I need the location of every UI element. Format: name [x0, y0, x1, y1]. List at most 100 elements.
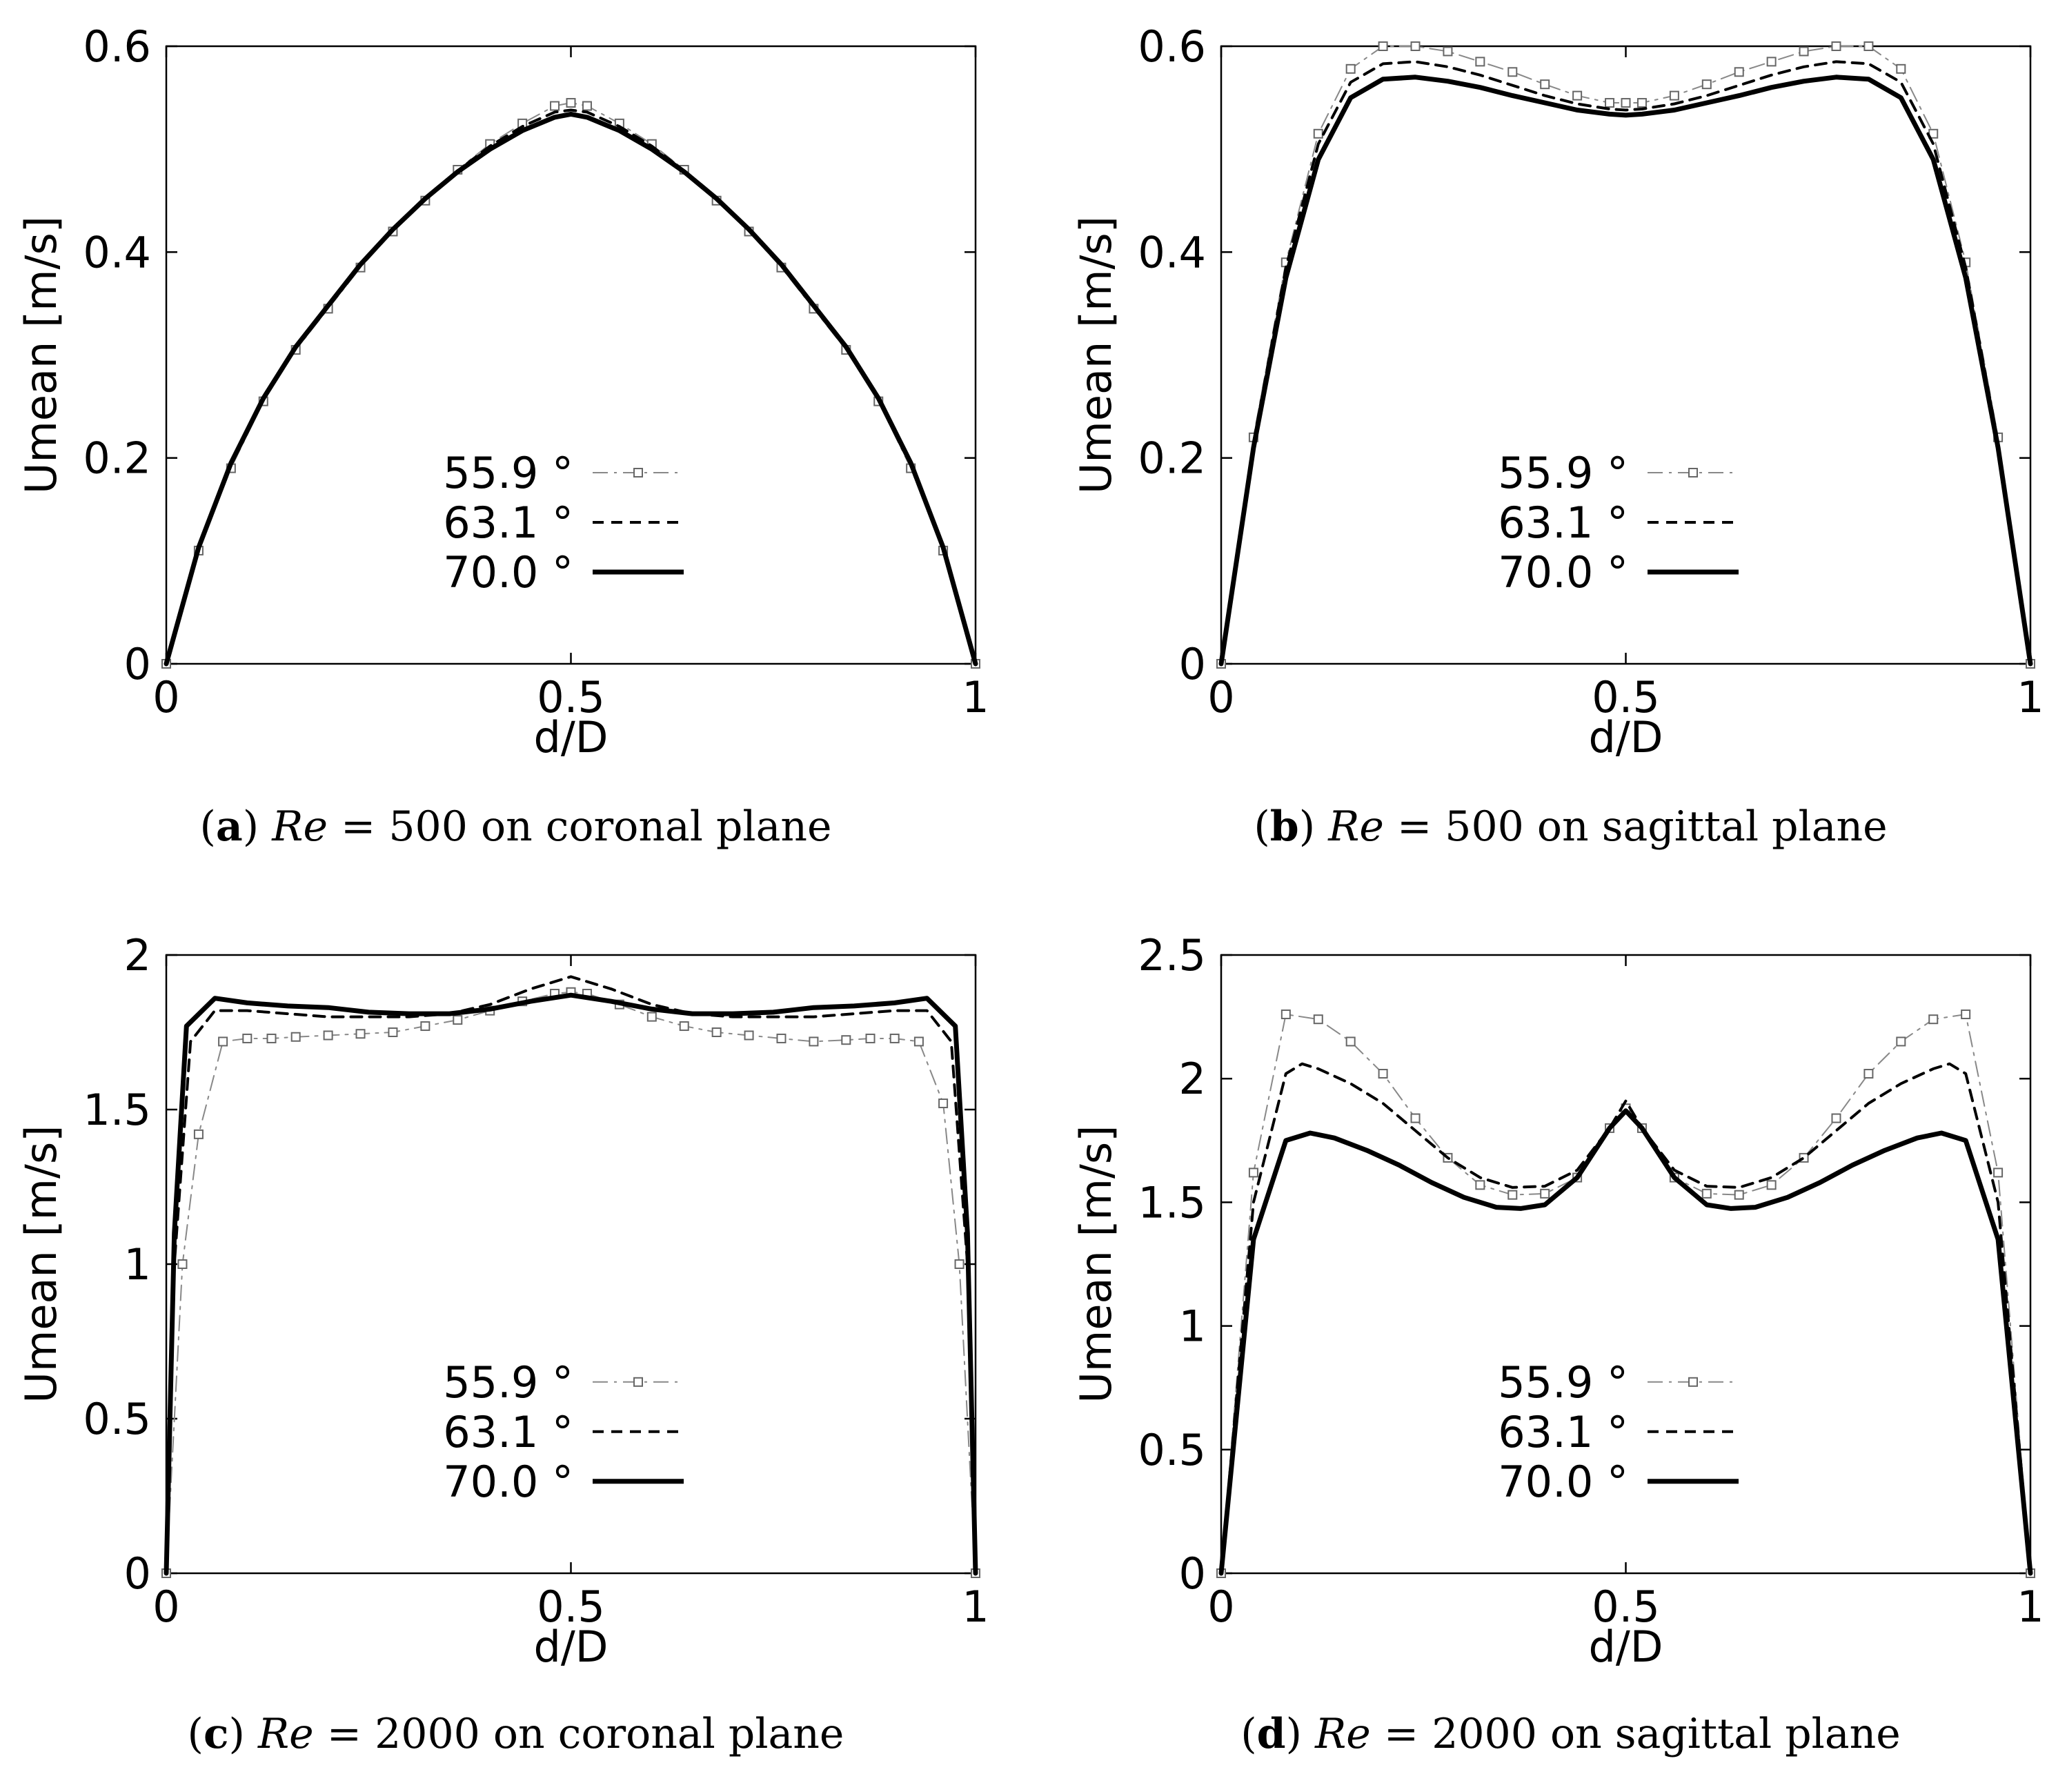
panel-caption: (d) Re = 2000 on sagittal plane — [1240, 1710, 1901, 1758]
y-tick-label: 0 — [124, 1548, 151, 1599]
data-point-marker — [1313, 128, 1323, 139]
caption-paren-close: ) — [243, 803, 272, 851]
chart-panel-b: 0 0.2 0.4 0.6 0 0.5 1 d/D Umean [m/s] 55.9 °63.1 … — [1071, 21, 2044, 851]
data-point-marker — [582, 101, 592, 111]
y-tick-label: 0 — [1179, 639, 1206, 689]
data-point-marker — [646, 1012, 657, 1022]
caption-re: Re — [271, 803, 328, 851]
chart-panel-d: 0 0.5 1 1.5 2 2.5 0 0.5 1 d/D Umean [m/s] 55.9 °63.… — [1071, 930, 2044, 1758]
caption-paren-open: ( — [1240, 1710, 1256, 1758]
legend-label: 70.0 ° — [1498, 1457, 1628, 1507]
y-tick-label: 0.2 — [83, 433, 151, 484]
data-point-marker — [1410, 1113, 1421, 1123]
legend-marker — [1688, 1377, 1698, 1387]
data-point-marker — [242, 1033, 253, 1043]
caption-rest: = 500 on sagittal plane — [1384, 803, 1888, 851]
x-axis-label: d/D — [534, 712, 609, 762]
y-axis-label: Umean [m/s] — [16, 216, 66, 494]
panel-caption: (a) Re = 500 on coronal plane — [199, 803, 831, 851]
chart-panel-c: 0 0.5 1 1.5 2 0 0.5 1 d/D Umean [m/s] 55.9 °63.1 °… — [16, 930, 989, 1758]
y-axis-label: Umean [m/s] — [16, 1125, 66, 1404]
x-tick-label: 0.5 — [1592, 1582, 1660, 1632]
data-point-marker — [290, 1032, 301, 1042]
y-tick-label: 1 — [1179, 1301, 1206, 1352]
legend-label: 70.0 ° — [1498, 547, 1628, 598]
data-point-marker — [1410, 41, 1421, 51]
data-point-marker — [1831, 41, 1841, 51]
legend-label: 70.0 ° — [443, 547, 573, 598]
x-axis-label: d/D — [1589, 712, 1663, 762]
x-tick-label: 1 — [962, 672, 989, 722]
data-point-marker — [1540, 1188, 1550, 1199]
caption-rest: = 500 on coronal plane — [328, 803, 832, 851]
y-tick-label: 0.5 — [1138, 1425, 1206, 1475]
data-point-marker — [1734, 67, 1744, 77]
legend-label: 63.1 ° — [443, 1407, 573, 1457]
data-point-marker — [1928, 1014, 1939, 1025]
x-tick-label: 0.5 — [537, 672, 605, 722]
data-point-marker — [679, 1021, 689, 1032]
data-point-marker — [1443, 46, 1453, 57]
y-tick-label: 0 — [124, 639, 151, 689]
data-point-marker — [1863, 1069, 1874, 1079]
series-line-2 — [1218, 1108, 2033, 1576]
data-point-marker — [1799, 46, 1809, 57]
chart-panel-a: 0 0.2 0.4 0.6 0 0.5 1 d/D Umean [m/s] 55.9 °63.1 … — [16, 21, 989, 851]
data-point-marker — [323, 1030, 333, 1041]
caption-rest: = 2000 on coronal plane — [314, 1710, 844, 1758]
data-point-marker — [1605, 98, 1615, 108]
data-point-marker — [1540, 79, 1550, 90]
data-point-marker — [1345, 1036, 1356, 1047]
data-point-marker — [809, 1036, 819, 1047]
legend-label: 55.9 ° — [443, 448, 573, 498]
data-point-marker — [938, 1099, 949, 1109]
data-point-marker — [1701, 1188, 1712, 1199]
caption-re: Re — [1314, 1710, 1371, 1758]
data-point-marker — [1313, 1014, 1323, 1025]
y-tick-label: 1 — [124, 1239, 151, 1290]
x-axis-label: d/D — [534, 1622, 609, 1672]
caption-paren-close: ) — [229, 1710, 258, 1758]
series-line-1 — [1220, 1062, 2032, 1575]
data-point-marker — [1280, 1010, 1291, 1020]
caption-letter: b — [1270, 803, 1299, 851]
y-tick-label: 0.6 — [83, 21, 151, 72]
data-point-marker — [388, 1027, 398, 1037]
x-tick-label: 0.5 — [1592, 672, 1660, 722]
caption-letter: d — [1257, 1710, 1286, 1758]
caption-paren-open: ( — [188, 1710, 204, 1758]
y-tick-label: 0.6 — [1138, 21, 1206, 72]
y-tick-label: 0.5 — [83, 1394, 151, 1444]
y-tick-label: 0.2 — [1138, 433, 1206, 484]
legend-label: 70.0 ° — [443, 1457, 573, 1507]
series-line-2 — [164, 111, 978, 667]
y-tick-label: 2 — [124, 930, 151, 981]
data-point-marker — [1345, 63, 1356, 74]
series-line-1 — [1220, 60, 2032, 665]
y-tick-label: 0.4 — [83, 227, 151, 277]
data-point-marker — [1896, 63, 1906, 74]
data-point-marker — [1621, 98, 1631, 108]
data-point-marker — [1701, 79, 1712, 90]
y-tick-label: 2.5 — [1138, 930, 1206, 981]
data-point-marker — [1636, 98, 1647, 108]
x-tick-label: 1 — [2017, 672, 2044, 722]
data-point-marker — [954, 1259, 965, 1269]
data-point-marker — [1572, 90, 1583, 101]
x-tick-label: 0 — [152, 672, 179, 722]
data-point-marker — [1961, 1010, 1971, 1020]
panels: 0 0.2 0.4 0.6 0 0.5 1 d/D Umean [m/s] 55.9 ° 63.1 … — [16, 21, 2044, 1758]
legend-label: 55.9 ° — [1498, 448, 1628, 498]
x-tick-label: 1 — [962, 1582, 989, 1632]
y-tick-label: 0.4 — [1138, 227, 1206, 277]
y-axis-label: Umean [m/s] — [1071, 216, 1121, 494]
x-tick-label: 0 — [152, 1582, 179, 1632]
data-point-marker — [865, 1033, 876, 1043]
data-point-marker — [550, 101, 560, 111]
panel-caption: (c) Re = 2000 on coronal plane — [188, 1710, 844, 1758]
data-point-marker — [1896, 1036, 1906, 1047]
data-point-marker — [1475, 1180, 1485, 1190]
series-line-2 — [1218, 75, 2033, 667]
